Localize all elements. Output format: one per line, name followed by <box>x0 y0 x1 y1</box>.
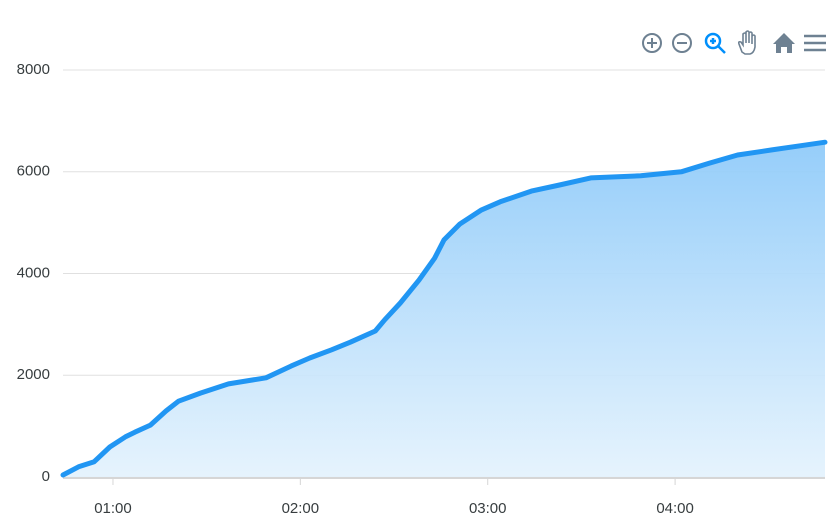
area <box>63 142 825 477</box>
pan-button[interactable] <box>737 30 756 55</box>
selection-zoom-button[interactable] <box>704 32 726 54</box>
y-tick-label: 0 <box>42 468 50 485</box>
zoom-out-button[interactable] <box>672 33 692 53</box>
x-tick-label: 04:00 <box>656 500 694 517</box>
y-tick-label: 2000 <box>17 366 50 383</box>
y-tick-label: 6000 <box>17 163 50 180</box>
toolbar <box>642 30 826 55</box>
y-tick-label: 4000 <box>17 264 50 281</box>
zoom-in-button[interactable] <box>642 33 662 53</box>
reset-button[interactable] <box>773 33 795 53</box>
menu-button[interactable] <box>804 34 826 52</box>
plot: 0 2000 4000 6000 8000 01:00 02:00 03:00 04:00 <box>17 61 828 517</box>
x-tick-label: 01:00 <box>94 500 132 517</box>
y-tick-label: 8000 <box>17 61 50 78</box>
x-tick-label: 02:00 <box>282 500 320 517</box>
line <box>60 139 828 478</box>
x-tick-label: 03:00 <box>469 500 507 517</box>
